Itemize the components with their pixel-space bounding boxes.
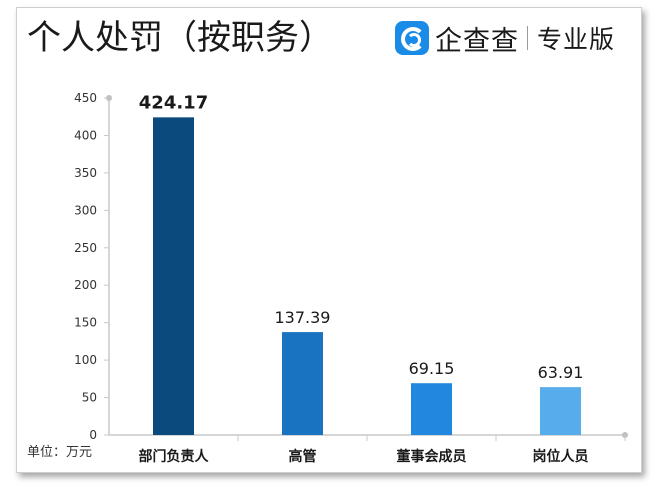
category-label: 董事会成员 — [397, 448, 467, 465]
y-tick-label: 350 — [74, 166, 97, 180]
page-title: 个人处罚（按职务） — [27, 18, 333, 58]
y-tick-label: 250 — [74, 241, 97, 255]
y-tick-label: 400 — [74, 128, 97, 142]
bar — [411, 383, 452, 435]
brand-edition: 专业版 — [537, 25, 616, 54]
bar — [153, 117, 194, 435]
y-tick-label: 450 — [74, 91, 97, 105]
brand: 企查查 专业版 — [395, 18, 615, 58]
qichacha-logo-icon — [395, 21, 429, 55]
y-tick-label: 300 — [74, 203, 97, 217]
y-tick-label: 50 — [82, 391, 97, 405]
y-tick-label: 200 — [74, 278, 97, 292]
y-tick-label: 150 — [74, 316, 97, 330]
brand-divider — [527, 26, 528, 50]
category-label: 高管 — [289, 448, 317, 465]
unit-label: 单位：万元 — [27, 445, 93, 460]
bar — [540, 387, 581, 435]
bar-value-label: 69.15 — [409, 359, 455, 378]
chart-card — [16, 7, 642, 473]
brand-name: 企查查 — [435, 25, 519, 57]
y-tick-label: 100 — [74, 353, 97, 367]
y-tick-label: 0 — [89, 428, 97, 442]
bar-value-label: 63.91 — [538, 363, 584, 382]
bar — [282, 332, 323, 435]
bar-value-label: 137.39 — [275, 308, 331, 327]
category-label: 部门负责人 — [139, 448, 210, 465]
bar-value-label: 424.17 — [139, 92, 208, 113]
category-label: 岗位人员 — [533, 448, 589, 465]
